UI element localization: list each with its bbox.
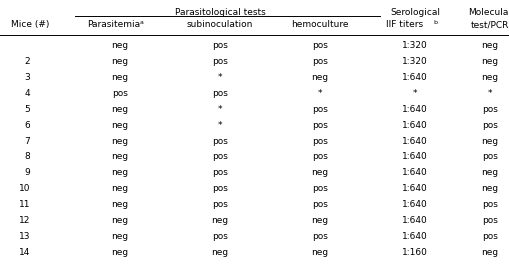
Text: pos: pos (212, 136, 228, 145)
Text: 14: 14 (19, 248, 30, 257)
Text: pos: pos (212, 232, 228, 241)
Text: 1:320: 1:320 (401, 57, 427, 66)
Text: 8: 8 (24, 152, 30, 161)
Text: neg: neg (480, 41, 498, 50)
Text: pos: pos (481, 152, 497, 161)
Text: 1:640: 1:640 (401, 168, 427, 177)
Text: 1:640: 1:640 (401, 184, 427, 193)
Text: neg: neg (111, 73, 128, 82)
Text: 1:640: 1:640 (401, 216, 427, 225)
Text: pos: pos (481, 216, 497, 225)
Text: 12: 12 (19, 216, 30, 225)
Text: 2: 2 (24, 57, 30, 66)
Text: neg: neg (311, 168, 328, 177)
Text: pos: pos (312, 57, 327, 66)
Text: Parasitemia: Parasitemia (87, 20, 140, 29)
Text: neg: neg (480, 73, 498, 82)
Text: pos: pos (212, 168, 228, 177)
Text: neg: neg (111, 248, 128, 257)
Text: *: * (412, 89, 416, 98)
Text: pos: pos (312, 41, 327, 50)
Text: neg: neg (480, 248, 498, 257)
Text: IIF titers: IIF titers (386, 20, 423, 29)
Text: 9: 9 (24, 168, 30, 177)
Text: pos: pos (312, 200, 327, 209)
Text: pos: pos (481, 105, 497, 114)
Text: 1:640: 1:640 (401, 105, 427, 114)
Text: neg: neg (211, 248, 228, 257)
Text: pos: pos (312, 121, 327, 130)
Text: hemoculture: hemoculture (291, 20, 348, 29)
Text: *: * (217, 105, 222, 114)
Text: pos: pos (212, 41, 228, 50)
Text: pos: pos (212, 152, 228, 161)
Text: neg: neg (111, 184, 128, 193)
Text: neg: neg (111, 168, 128, 177)
Text: neg: neg (111, 152, 128, 161)
Text: 13: 13 (18, 232, 30, 241)
Text: test/PCR: test/PCR (470, 20, 508, 29)
Text: neg: neg (111, 41, 128, 50)
Text: *: * (487, 89, 491, 98)
Text: 10: 10 (18, 184, 30, 193)
Text: neg: neg (111, 200, 128, 209)
Text: pos: pos (312, 152, 327, 161)
Text: pos: pos (312, 136, 327, 145)
Text: pos: pos (481, 121, 497, 130)
Text: 1:640: 1:640 (401, 121, 427, 130)
Text: Serological: Serological (389, 8, 439, 17)
Text: pos: pos (112, 89, 128, 98)
Text: pos: pos (212, 184, 228, 193)
Text: Parasitological tests: Parasitological tests (174, 8, 265, 17)
Text: 5: 5 (24, 105, 30, 114)
Text: 11: 11 (18, 200, 30, 209)
Text: Mice (#): Mice (#) (11, 20, 49, 29)
Text: neg: neg (211, 216, 228, 225)
Text: 1:640: 1:640 (401, 73, 427, 82)
Text: a: a (140, 20, 144, 25)
Text: *: * (217, 73, 222, 82)
Text: 1:320: 1:320 (401, 41, 427, 50)
Text: 7: 7 (24, 136, 30, 145)
Text: Molecular: Molecular (467, 8, 509, 17)
Text: subinoculation: subinoculation (186, 20, 252, 29)
Text: pos: pos (212, 200, 228, 209)
Text: neg: neg (480, 168, 498, 177)
Text: 1:640: 1:640 (401, 136, 427, 145)
Text: 1:640: 1:640 (401, 200, 427, 209)
Text: neg: neg (480, 136, 498, 145)
Text: neg: neg (111, 121, 128, 130)
Text: neg: neg (111, 57, 128, 66)
Text: b: b (432, 20, 436, 25)
Text: 1:640: 1:640 (401, 152, 427, 161)
Text: neg: neg (480, 184, 498, 193)
Text: pos: pos (212, 57, 228, 66)
Text: 4: 4 (24, 89, 30, 98)
Text: 1:640: 1:640 (401, 232, 427, 241)
Text: *: * (317, 89, 322, 98)
Text: 3: 3 (24, 73, 30, 82)
Text: *: * (217, 121, 222, 130)
Text: neg: neg (111, 232, 128, 241)
Text: neg: neg (480, 57, 498, 66)
Text: pos: pos (312, 105, 327, 114)
Text: pos: pos (212, 89, 228, 98)
Text: neg: neg (311, 248, 328, 257)
Text: neg: neg (311, 73, 328, 82)
Text: neg: neg (311, 216, 328, 225)
Text: 1:160: 1:160 (401, 248, 427, 257)
Text: pos: pos (312, 232, 327, 241)
Text: pos: pos (312, 184, 327, 193)
Text: pos: pos (481, 232, 497, 241)
Text: 6: 6 (24, 121, 30, 130)
Text: neg: neg (111, 136, 128, 145)
Text: pos: pos (481, 200, 497, 209)
Text: neg: neg (111, 105, 128, 114)
Text: neg: neg (111, 216, 128, 225)
